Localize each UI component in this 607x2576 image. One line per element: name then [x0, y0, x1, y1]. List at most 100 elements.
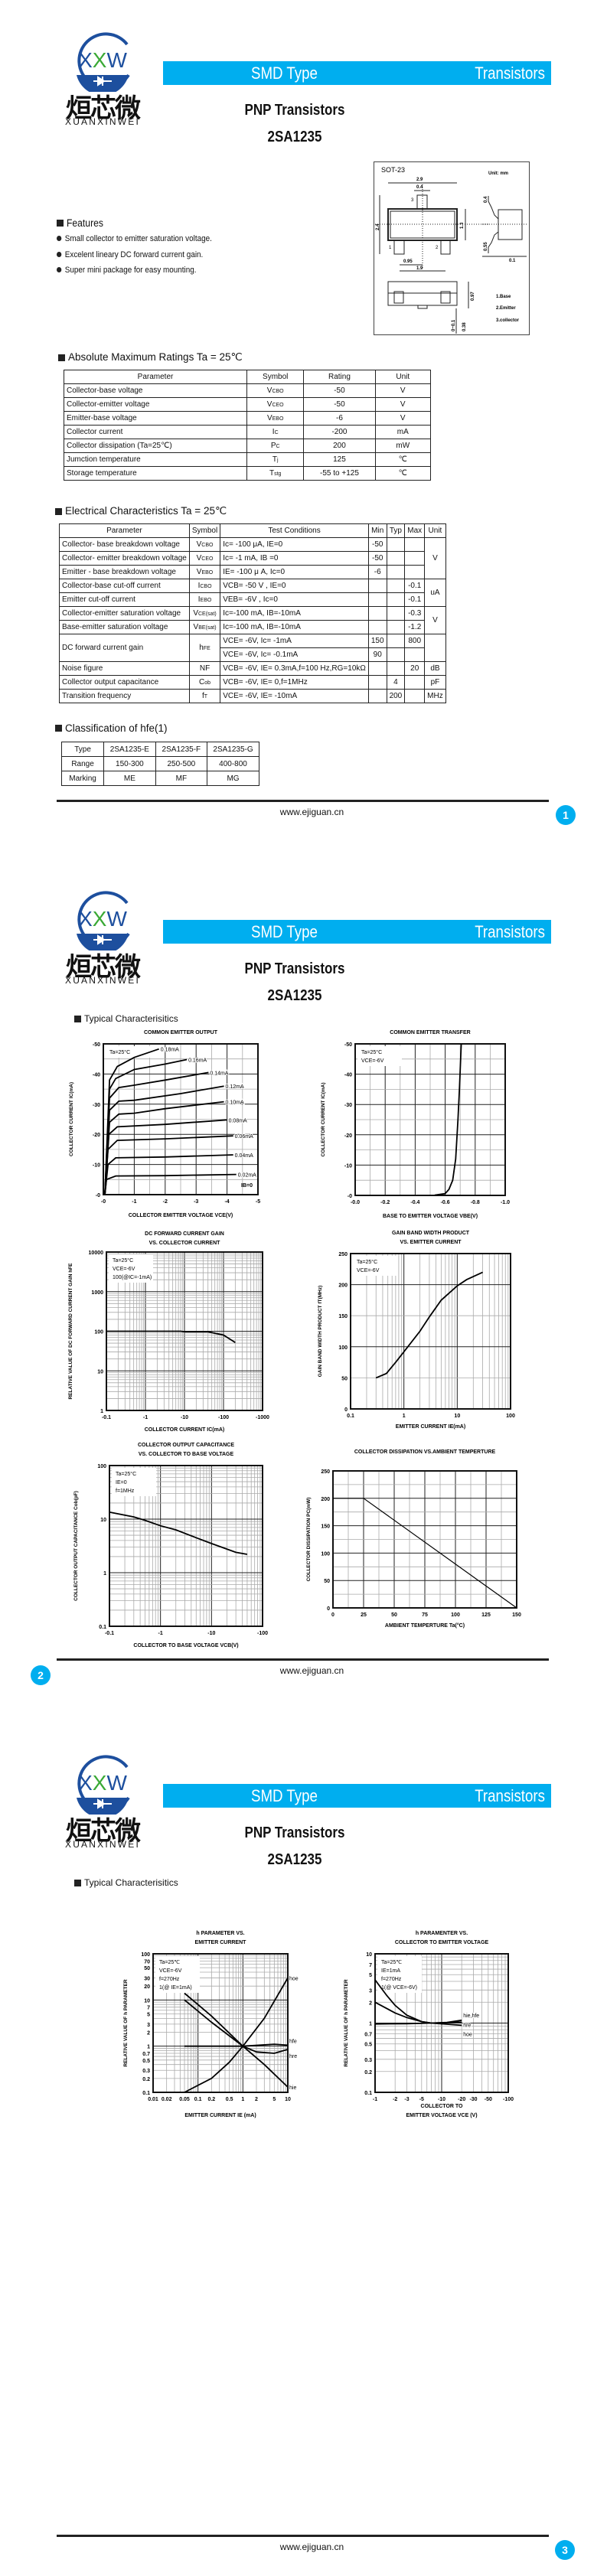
annotation-text: IE=0: [116, 1480, 127, 1485]
x-tick-label: 0.02: [162, 2097, 172, 2102]
chart-title: COLLECTOR OUTPUT CAPACITANCE: [138, 1443, 234, 1448]
series-label: 0.06mA: [235, 1134, 253, 1140]
x-tick-label: -10: [181, 1415, 188, 1420]
footer-url[interactable]: www.ejiguan.cn: [279, 2542, 344, 2552]
dim-label: 0.38: [462, 322, 467, 331]
chart-title: VS. COLLECTOR CURRENT: [149, 1241, 221, 1246]
annotation-text: f=1MHz: [116, 1489, 135, 1494]
annotation-text: Ta=25°C: [109, 1049, 130, 1055]
y-tick-label: 100: [141, 1952, 150, 1958]
annotation-text: Ta=25°C: [116, 1471, 136, 1477]
bullet-icon: [57, 252, 62, 257]
electrical-characteristics-table: Parameter Symbol Test Conditions Min Typ Max U…: [59, 523, 446, 703]
y-tick-label: 0.1: [142, 2091, 150, 2096]
logo-english-name: XUANXINWEI: [64, 1839, 140, 1850]
series-line: [104, 1135, 233, 1195]
x-tick-label: -1: [373, 2097, 377, 2102]
x-tick-label: -2: [393, 2097, 397, 2102]
logo-chinese-name: 烜芯微: [66, 953, 141, 982]
classification-heading-text: Classification of hfe(1): [65, 722, 168, 734]
min-cell: 150: [367, 634, 387, 648]
test-condition-cell: VCB= -50 V , IE=0: [220, 579, 369, 593]
table-row: Storage temperature Tstg -55 to +125 ℃: [63, 466, 432, 481]
parameter-cell: Collector-base voltage: [63, 383, 248, 398]
chart-title: DC FORWARD CURRENT GAIN: [145, 1231, 224, 1237]
series-label: 0.02mA: [238, 1173, 256, 1179]
hfe-classification-table: Type 2SA1235-E 2SA1235-F 2SA1235-G Range 150-…: [60, 742, 259, 786]
x-tick-label: -1: [158, 1631, 163, 1636]
symbol-cell: VCE(sat): [188, 606, 221, 621]
feature-text: Super mini package for easy mounting.: [64, 266, 197, 275]
y-tick-label: 10: [366, 1952, 372, 1958]
x-tick-label: -50: [485, 2097, 492, 2102]
dim-label: 0.95: [403, 259, 413, 264]
x-tick-label: -0.0: [351, 1200, 360, 1205]
logo-emblem-icon: XXW: [77, 1755, 130, 1818]
column-header: Parameter: [63, 370, 248, 384]
logo-emblem-icon: XXW: [77, 891, 130, 954]
footer-url[interactable]: www.ejiguan.cn: [279, 1665, 344, 1676]
y-axis-label: COLLECTOR OUTPUT CAPACITANCE Cob(pF): [73, 1491, 79, 1601]
x-tick-label: -4: [224, 1199, 229, 1205]
parameter-cell: Storage temperature: [63, 466, 248, 481]
series-line: [333, 1498, 517, 1609]
annotation-box: [353, 1256, 397, 1276]
y-tick-label: 150: [338, 1314, 348, 1319]
series-line: [374, 2019, 462, 2025]
y-tick-label: 0.1: [364, 2091, 372, 2096]
product-type-title: PNP Transistors: [244, 960, 345, 977]
table-row: Jumction temperature Tj 125 ℃: [63, 452, 432, 467]
symbol-cell: VEBO: [246, 411, 305, 426]
unit-cell: dB: [424, 661, 446, 676]
x-tick-label: -100: [257, 1631, 268, 1636]
x-tick-label: -10: [438, 2097, 445, 2102]
footer-url[interactable]: www.ejiguan.cn: [279, 807, 344, 817]
svg-text:XXW: XXW: [78, 907, 127, 931]
y-tick-label: -10: [344, 1163, 352, 1169]
series-label: hre: [463, 2023, 471, 2028]
abs-max-heading: Absolute Maximum Ratings Ta = 25℃: [58, 351, 243, 364]
package-unit: Unit: mm: [488, 171, 508, 176]
dim-label: 1.3: [460, 222, 465, 229]
y-tick-label: 3: [369, 1988, 372, 1994]
series-label: hoe: [289, 1977, 299, 1982]
y-axis-label: RELATIVE VALUE OF DC FORWARD CURRENT GAI…: [68, 1263, 73, 1400]
banner-smd-type: SMD Type: [251, 1786, 318, 1805]
symbol-cell: VCBO: [246, 383, 305, 398]
x-tick-label: 25: [361, 1612, 367, 1618]
series-label: hoe: [463, 2032, 472, 2037]
table-row: Type 2SA1235-E 2SA1235-F 2SA1235-G: [60, 742, 259, 757]
side-view: [482, 196, 527, 257]
x-tick-label: -0.8: [471, 1200, 480, 1205]
annotation-box: [109, 1254, 153, 1283]
absolute-maximum-ratings-table: Parameter Symbol Rating Unit Collector-base …: [63, 370, 432, 481]
parameter-cell: DC forward current gain: [59, 634, 190, 662]
table-row: Collector-base cut-off current ICBO VCB= -…: [59, 579, 446, 607]
symbol-cell: VCEO: [188, 551, 221, 566]
value-cell: 2SA1235-G: [207, 742, 259, 757]
header-banner: SMD Type Transistors: [163, 920, 551, 944]
x-tick-label: -1: [132, 1199, 136, 1205]
page-number-badge: 2: [31, 1665, 51, 1685]
dim-label: 0.1: [509, 259, 516, 263]
min-cell: [367, 606, 387, 621]
column-header: Symbol: [246, 370, 305, 384]
value-cell: MF: [155, 771, 208, 786]
test-condition-cell: VEB= -6V , Ic=0: [220, 592, 369, 607]
y-tick-label: -40: [93, 1072, 100, 1078]
typ-cell: [386, 647, 406, 662]
table-row: Marking ME MF MG: [60, 771, 259, 786]
chart-3: Ta=25°C VCE=-6V 0.1 1 10 100 0 50 100 150 200 250 GA…: [318, 1231, 515, 1430]
section-bullet-icon: [74, 1015, 81, 1022]
logo-chinese-name: 烜芯微: [66, 94, 141, 123]
symbol-cell: NF: [188, 661, 221, 676]
typical-heading-text: Typical Characterisitics: [84, 1877, 178, 1888]
pin-label-collector: 3.collector: [496, 318, 520, 323]
typ-cell: [386, 565, 406, 579]
unit-cell: uA: [424, 579, 446, 607]
parameter-cell: Collector-base cut-off current: [59, 579, 190, 593]
column-header: Unit: [374, 370, 432, 384]
typ-cell: [386, 592, 406, 607]
annotation-box: [357, 1046, 402, 1066]
parameter-cell: Collector dissipation (Ta=25℃): [63, 439, 248, 453]
